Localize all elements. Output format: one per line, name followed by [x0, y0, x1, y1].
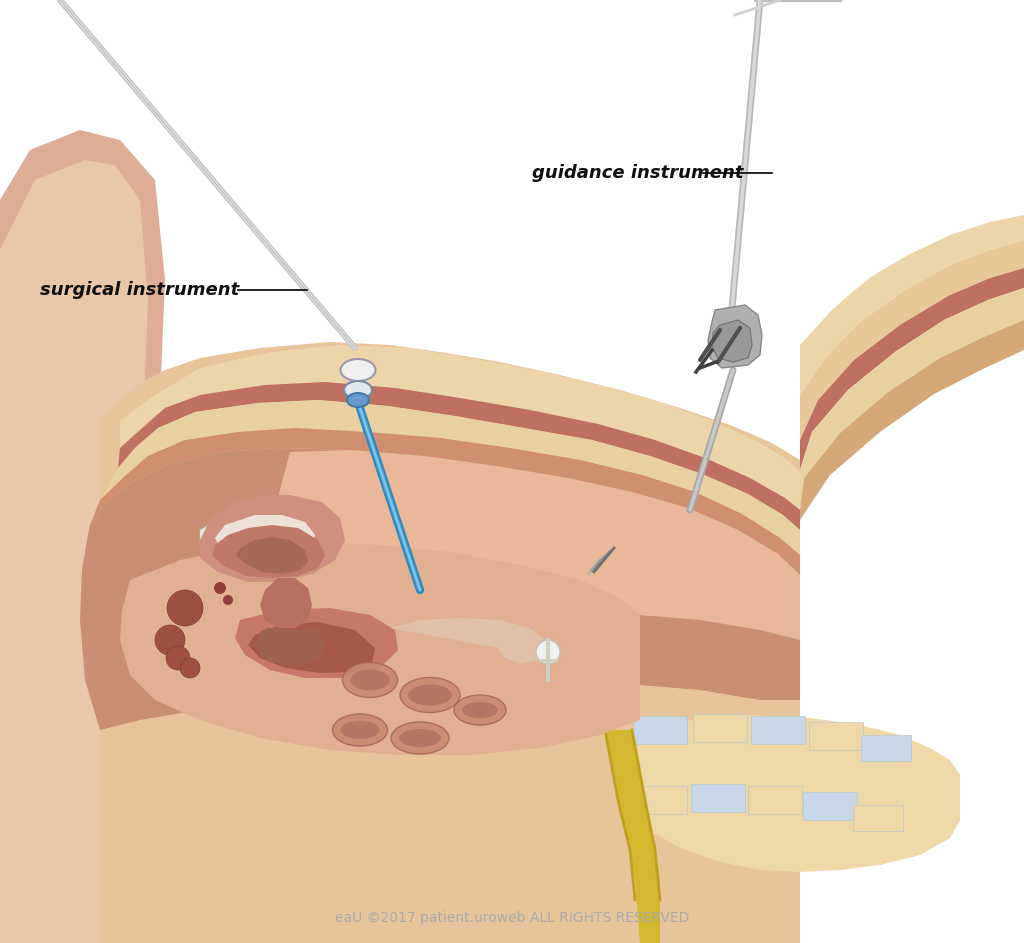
Polygon shape	[633, 786, 687, 814]
Circle shape	[155, 625, 185, 655]
Polygon shape	[248, 622, 375, 673]
Ellipse shape	[399, 729, 441, 747]
Ellipse shape	[347, 393, 369, 407]
Polygon shape	[215, 515, 315, 563]
Circle shape	[223, 595, 233, 605]
Circle shape	[166, 646, 190, 670]
Polygon shape	[748, 786, 802, 814]
Polygon shape	[800, 240, 1024, 440]
Polygon shape	[800, 320, 1024, 540]
Ellipse shape	[341, 721, 380, 739]
Polygon shape	[800, 268, 1024, 470]
Polygon shape	[693, 714, 746, 742]
Ellipse shape	[462, 702, 498, 718]
Polygon shape	[800, 212, 1024, 395]
Polygon shape	[605, 730, 660, 943]
Polygon shape	[0, 160, 148, 943]
Polygon shape	[200, 495, 345, 582]
Polygon shape	[200, 508, 332, 580]
Ellipse shape	[344, 381, 372, 399]
Circle shape	[214, 582, 226, 594]
Polygon shape	[800, 0, 1024, 345]
Polygon shape	[853, 805, 903, 831]
Ellipse shape	[342, 663, 397, 698]
Ellipse shape	[400, 677, 460, 713]
Polygon shape	[212, 525, 325, 578]
Polygon shape	[751, 716, 805, 744]
Polygon shape	[861, 735, 911, 761]
Polygon shape	[120, 542, 640, 755]
Polygon shape	[390, 618, 548, 664]
Polygon shape	[236, 537, 308, 574]
Text: surgical instrument: surgical instrument	[40, 281, 240, 299]
Polygon shape	[809, 722, 863, 750]
Polygon shape	[256, 628, 325, 665]
Polygon shape	[240, 450, 800, 640]
Polygon shape	[803, 792, 857, 820]
Polygon shape	[712, 320, 752, 362]
Circle shape	[180, 658, 200, 678]
Polygon shape	[0, 130, 165, 943]
Polygon shape	[260, 578, 312, 628]
Polygon shape	[118, 382, 800, 530]
Ellipse shape	[350, 670, 389, 690]
Polygon shape	[100, 400, 800, 555]
Circle shape	[536, 640, 560, 664]
Ellipse shape	[333, 714, 387, 746]
Circle shape	[167, 590, 203, 626]
Polygon shape	[633, 716, 687, 744]
Polygon shape	[234, 608, 398, 678]
Ellipse shape	[341, 359, 376, 381]
Polygon shape	[800, 200, 1024, 943]
Polygon shape	[90, 428, 800, 575]
Polygon shape	[620, 715, 961, 872]
Polygon shape	[120, 345, 800, 510]
Polygon shape	[800, 288, 1024, 510]
Polygon shape	[80, 448, 800, 730]
Polygon shape	[100, 342, 840, 943]
Ellipse shape	[408, 685, 452, 705]
Polygon shape	[708, 305, 762, 368]
Text: eaU ©2017 patient.uroweb ALL RIGHTS RESERVED: eaU ©2017 patient.uroweb ALL RIGHTS RESE…	[335, 911, 689, 925]
Polygon shape	[691, 784, 745, 812]
Text: guidance instrument: guidance instrument	[532, 164, 743, 182]
Ellipse shape	[391, 722, 449, 754]
Ellipse shape	[454, 695, 506, 725]
